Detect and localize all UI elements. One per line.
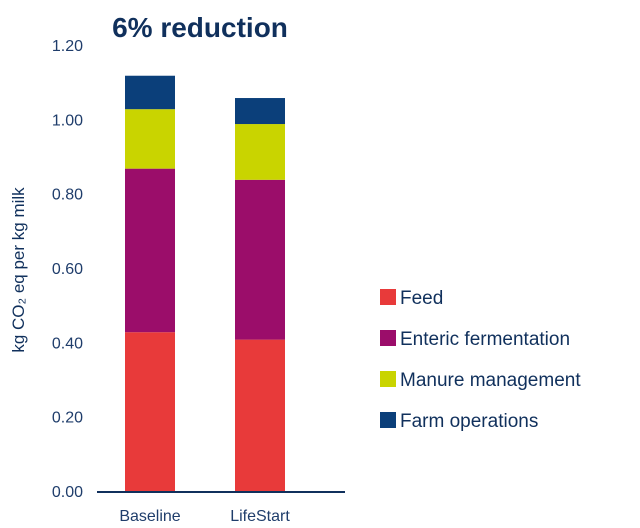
- x-tick-label: LifeStart: [230, 508, 290, 525]
- legend-label: Feed: [400, 288, 443, 309]
- bar-segment-manure-management: [125, 109, 175, 169]
- y-axis-ticks: 0.00 0.20 0.40 0.60 0.80 1.00 1.20: [52, 38, 83, 501]
- legend-label: Enteric fermentation: [400, 329, 570, 350]
- y-tick-label: 0.20: [52, 410, 83, 427]
- legend-swatch: [380, 289, 396, 305]
- x-axis-ticks: Baseline LifeStart: [119, 508, 290, 525]
- y-tick-label: 1.00: [52, 112, 83, 129]
- y-tick-label: 1.20: [52, 38, 83, 55]
- bar-segment-farm-operations: [125, 75, 175, 110]
- legend-label: Manure management: [400, 370, 581, 391]
- bar-segment-enteric-fermentation: [235, 179, 285, 340]
- bar-segment-feed: [235, 339, 285, 492]
- y-tick-label: 0.80: [52, 187, 83, 204]
- chart-title: 6% reduction: [112, 12, 288, 43]
- legend-swatch: [380, 330, 396, 346]
- bar-segment-enteric-fermentation: [125, 168, 175, 333]
- x-tick-label: Baseline: [119, 508, 180, 525]
- legend-label: Farm operations: [400, 411, 538, 432]
- y-axis-label: kg CO₂ eq per kg milk: [9, 187, 28, 353]
- legend-swatch: [380, 412, 396, 428]
- bars-group: [125, 75, 285, 492]
- legend-swatch: [380, 371, 396, 387]
- y-tick-label: 0.60: [52, 261, 83, 278]
- bar-segment-manure-management: [235, 124, 285, 180]
- legend: Feed Enteric fermentation Manure managemen…: [380, 288, 581, 432]
- y-tick-label: 0.40: [52, 335, 83, 352]
- y-tick-label: 0.00: [52, 484, 83, 501]
- bar-segment-farm-operations: [235, 98, 285, 125]
- bar-segment-feed: [125, 332, 175, 492]
